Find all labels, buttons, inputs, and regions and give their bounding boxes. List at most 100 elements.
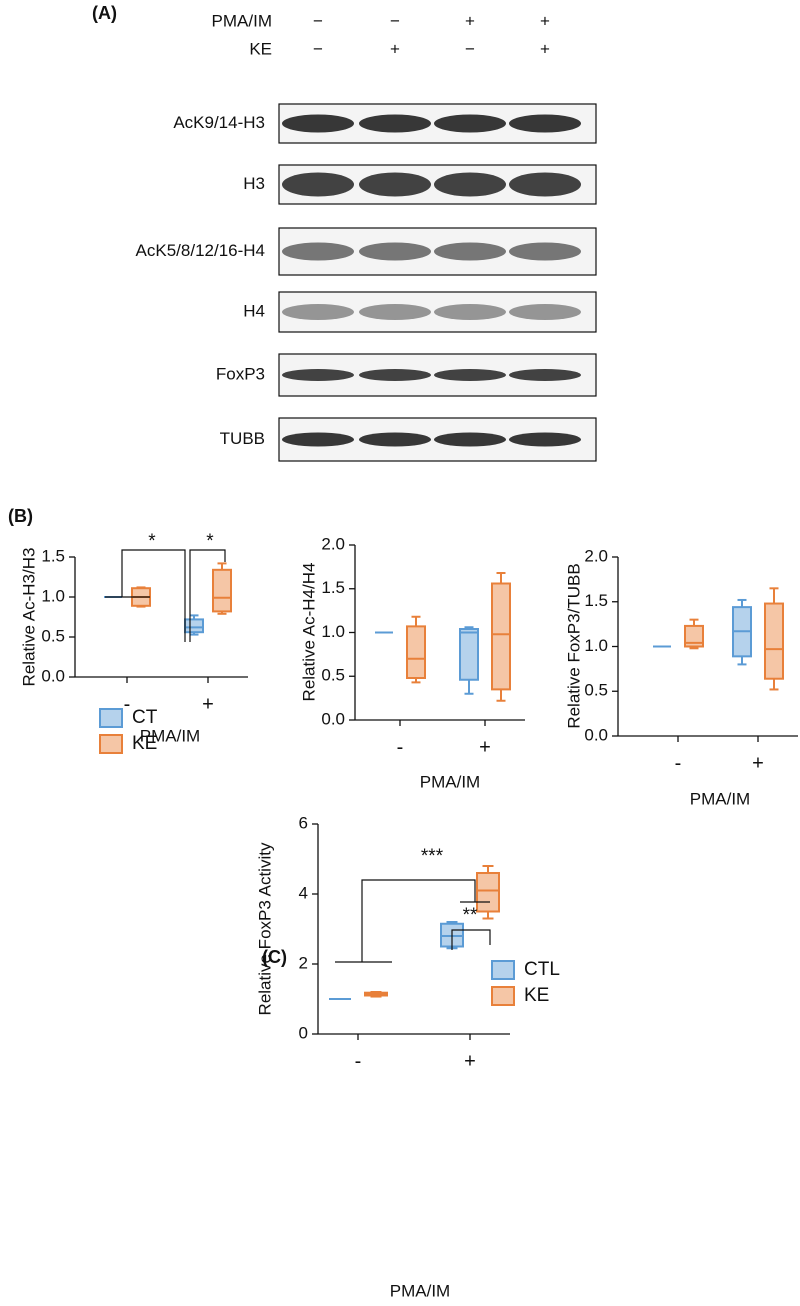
blot-band: [359, 172, 431, 197]
blot-band: [359, 304, 431, 320]
blot-band: [509, 114, 581, 133]
blot-frame: [278, 291, 597, 333]
x-axis-label: PMA/IM: [390, 1281, 450, 1300]
blot-band: [359, 369, 431, 381]
blot-band: [282, 369, 354, 381]
treatment-sign: −: [465, 39, 475, 58]
y-tick-label: 0.5: [41, 626, 65, 645]
x-axis-label: PMA/IM: [690, 789, 750, 808]
y-axis-label: Relative Ac-H4/H4: [299, 563, 318, 702]
blot-band: [509, 242, 581, 261]
y-tick-label: 1.5: [41, 546, 65, 565]
y-tick-label: 1.0: [41, 586, 65, 605]
box: [459, 628, 479, 681]
treatment-sign: −: [313, 39, 323, 58]
legend-swatch: [491, 960, 515, 980]
legend-label: CT: [132, 707, 158, 728]
y-tick-label: 0.0: [321, 709, 345, 728]
x-tick-label: +: [464, 1050, 476, 1072]
legend-label: KE: [132, 733, 157, 754]
box: [764, 602, 784, 680]
box: [491, 582, 511, 691]
legend-label: CTL: [524, 959, 560, 980]
treatment-sign: +: [540, 11, 550, 30]
x-tick-label: -: [355, 1050, 362, 1072]
blot-row-label: AcK5/8/12/16-H4: [136, 241, 265, 260]
y-tick-label: 2.0: [321, 534, 345, 553]
blot-band: [359, 114, 431, 133]
blot-row-label: AcK9/14-H3: [173, 113, 265, 132]
blot-band: [282, 172, 354, 197]
y-axis-label: Relative FoxP3/TUBB: [564, 563, 583, 728]
blot-row-label: H3: [243, 174, 265, 193]
blot-band: [434, 114, 506, 133]
legend-swatch: [491, 986, 515, 1006]
legend-label: KE: [524, 985, 549, 1006]
blot-band: [434, 304, 506, 320]
y-tick-label: 0: [299, 1023, 308, 1042]
box: [406, 625, 426, 679]
significance-bracket: [121, 549, 186, 642]
y-tick-label: 0.5: [321, 666, 345, 685]
blot-band: [434, 172, 506, 197]
y-tick-label: 1.0: [584, 636, 608, 655]
blot-band: [359, 242, 431, 261]
y-axis-label: Relative FoxP3 Activity: [255, 842, 274, 1015]
blot-band: [282, 114, 354, 133]
panel-label: (C): [262, 947, 287, 967]
y-tick-label: 1.5: [321, 578, 345, 597]
significance-bracket: [451, 929, 491, 950]
legend-swatch: [99, 734, 123, 754]
blot-band: [509, 432, 581, 447]
blot-band: [282, 432, 354, 447]
y-tick-label: 0.0: [584, 725, 608, 744]
treatment-sign: −: [390, 11, 400, 30]
box: [684, 624, 704, 648]
y-tick-label: 0.5: [584, 681, 608, 700]
box: [476, 872, 500, 913]
treatment-sign: +: [390, 39, 400, 58]
box: [184, 618, 204, 634]
blot-band: [434, 242, 506, 261]
legend-swatch: [99, 708, 123, 728]
significance-label: **: [463, 905, 478, 926]
y-axis-label: Relative Ac-H3/H3: [19, 548, 38, 687]
x-axis-label: PMA/IM: [420, 772, 480, 791]
blot-band: [434, 432, 506, 447]
x-tick-label: -: [124, 693, 131, 715]
x-tick-label: -: [397, 736, 404, 758]
x-tick-label: -: [675, 752, 682, 774]
treatment-sign: +: [540, 39, 550, 58]
treatment-label: PMA/IM: [212, 11, 272, 30]
y-tick-label: 2: [299, 953, 308, 972]
blot-row-label: H4: [243, 301, 265, 320]
box: [212, 568, 232, 613]
panel-label: (B): [8, 506, 33, 526]
blot-band: [509, 172, 581, 197]
panel-label: (A): [92, 3, 117, 23]
blot-row-label: TUBB: [220, 429, 265, 448]
treatment-sign: +: [465, 11, 475, 30]
significance-label: *: [148, 531, 156, 552]
y-tick-label: 2.0: [584, 546, 608, 565]
significance-bracket: [361, 879, 476, 962]
y-tick-label: 1.5: [584, 591, 608, 610]
treatment-sign: −: [313, 11, 323, 30]
blot-band: [509, 369, 581, 381]
y-tick-label: 6: [299, 813, 308, 832]
blot-band: [282, 304, 354, 320]
significance-label: ***: [421, 846, 444, 867]
y-tick-label: 0.0: [41, 666, 65, 685]
blot-band: [282, 242, 354, 261]
x-tick-label: +: [202, 693, 214, 715]
blot-band: [359, 432, 431, 447]
x-axis-label: PMA/IM: [140, 726, 200, 745]
x-tick-label: +: [479, 736, 491, 758]
blot-row-label: FoxP3: [216, 364, 265, 383]
significance-label: *: [206, 531, 214, 552]
treatment-label: KE: [249, 39, 272, 58]
y-tick-label: 4: [299, 883, 308, 902]
significance-bracket: [189, 549, 226, 642]
blot-band: [434, 369, 506, 381]
